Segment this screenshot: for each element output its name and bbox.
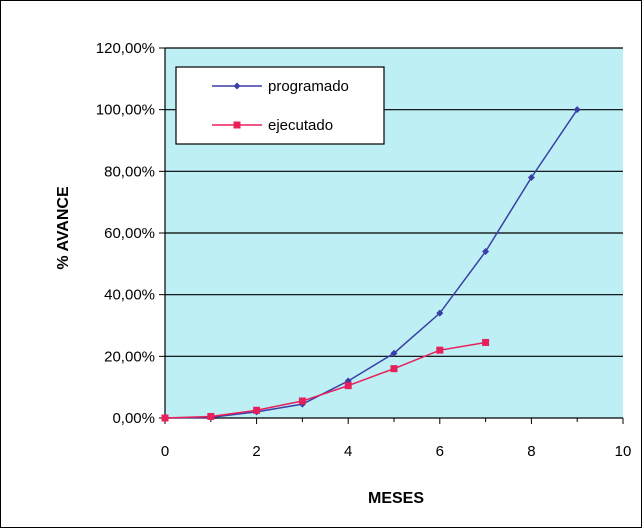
legend-swatch-marker <box>233 121 241 129</box>
axes <box>164 48 623 419</box>
data-point-programado <box>482 248 490 255</box>
y-tick-label: 40,00% <box>104 287 155 304</box>
series-ejecutado <box>161 338 490 422</box>
x-tick-label: 6 <box>436 443 444 460</box>
x-axis-title: MESES <box>368 490 424 507</box>
y-tick-label: 80,00% <box>104 163 155 180</box>
data-point-programado <box>573 106 581 114</box>
data-point-programado <box>390 349 398 357</box>
x-tick-label: 10 <box>615 443 632 460</box>
y-axis-ticks: 0,00% 20,00% 40,00% 60,00% 80,00% 100,00% 120,… <box>96 40 165 427</box>
legend: programado ejecutado <box>175 66 385 145</box>
series-line-ejecutado <box>164 341 486 419</box>
series-group <box>161 106 581 422</box>
x-tick-label: 2 <box>252 443 260 460</box>
data-point-ejecutado <box>482 338 490 346</box>
legend-item-programado: programado <box>212 78 349 95</box>
legend-swatch-marker <box>233 82 241 90</box>
series-line-programado <box>164 109 578 419</box>
y-tick-label: 20,00% <box>104 348 155 365</box>
data-point-ejecutado <box>207 412 215 420</box>
data-point-ejecutado <box>344 382 352 390</box>
y-tick-label: 120,00% <box>96 40 155 57</box>
legend-item-ejecutado: ejecutado <box>212 117 333 134</box>
data-point-ejecutado <box>436 346 444 354</box>
x-tick-label: 8 <box>527 443 535 460</box>
data-point-ejecutado <box>161 414 169 422</box>
y-tick-label: 60,00% <box>104 225 155 242</box>
data-point-ejecutado <box>253 406 261 414</box>
data-point-programado <box>436 309 444 317</box>
data-point-ejecutado <box>390 365 398 373</box>
y-axis-title: % AVANCE <box>55 186 72 270</box>
data-point-programado <box>527 174 535 181</box>
x-tick-label: 4 <box>344 443 352 460</box>
x-tick-label: 0 <box>161 443 169 460</box>
y-tick-label: 0,00% <box>112 410 155 427</box>
legend-box <box>175 66 385 145</box>
y-tick-label: 100,00% <box>96 102 155 119</box>
legend-label: programado <box>268 78 349 95</box>
legend-label: ejecutado <box>268 117 333 134</box>
x-axis-ticks: 0 2 4 6 8 10 <box>161 418 632 460</box>
gridlines <box>165 47 623 357</box>
data-point-ejecutado <box>298 397 306 405</box>
